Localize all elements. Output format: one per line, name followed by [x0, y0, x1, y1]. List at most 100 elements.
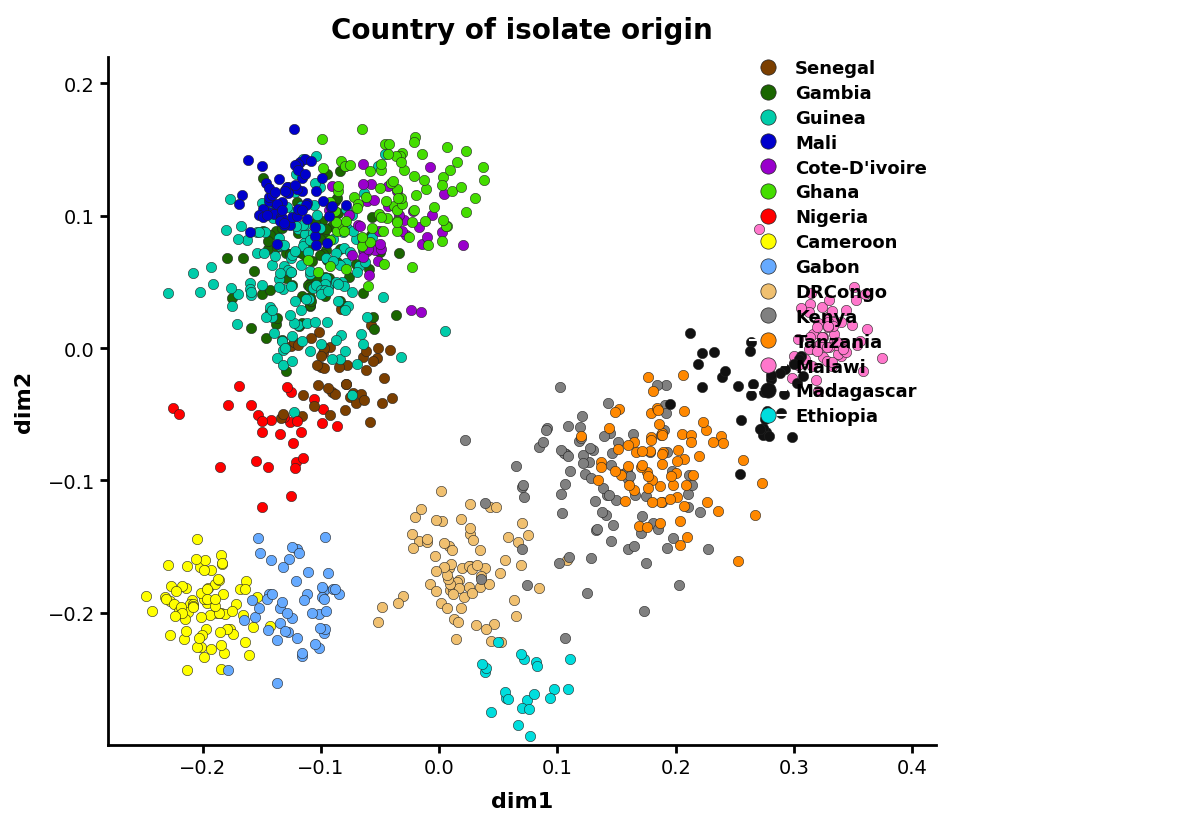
Point [205, 593, 224, 606]
Point [625, 540, 644, 553]
Point [372, 211, 391, 224]
Point [316, 278, 335, 291]
Point [287, 455, 306, 469]
Point [820, 295, 839, 308]
Point [299, 246, 318, 259]
Point [858, 323, 877, 336]
Point [528, 660, 547, 673]
Point [668, 444, 688, 457]
Point [358, 311, 377, 325]
Point [252, 415, 271, 428]
Point [287, 168, 306, 181]
Point [394, 590, 413, 603]
Point [370, 247, 389, 260]
Point [211, 662, 230, 676]
Point [673, 369, 692, 383]
Point [308, 378, 328, 392]
Point [644, 385, 664, 398]
Point [404, 171, 424, 184]
Point [602, 447, 622, 460]
Point [626, 446, 646, 460]
Point [348, 266, 367, 279]
Point [360, 166, 379, 179]
Point [362, 231, 382, 244]
Point [670, 579, 689, 592]
Point [272, 213, 292, 226]
Point [300, 242, 319, 255]
Point [268, 199, 287, 212]
Point [648, 523, 667, 537]
Point [438, 602, 457, 615]
Point [444, 613, 463, 626]
Point [641, 431, 660, 444]
Point [491, 636, 510, 649]
Point [276, 342, 295, 355]
Point [142, 605, 161, 619]
Point [480, 578, 499, 591]
Point [787, 377, 806, 390]
Point [847, 339, 866, 352]
Point [302, 607, 322, 620]
Point [305, 218, 324, 231]
Point [571, 421, 590, 434]
Point [440, 577, 460, 590]
Point [336, 300, 355, 313]
Point [287, 632, 306, 645]
Point [574, 456, 593, 469]
Point [317, 252, 336, 265]
Point [194, 651, 214, 664]
Point [320, 196, 340, 209]
Point [283, 355, 302, 368]
Point [259, 195, 278, 209]
Point [298, 197, 317, 210]
Point [365, 244, 384, 258]
Point [292, 426, 311, 439]
Point [176, 624, 196, 638]
Point [774, 388, 793, 401]
Point [365, 323, 384, 336]
Point [314, 342, 334, 355]
Point [320, 340, 340, 354]
Point [347, 233, 366, 246]
Point [342, 209, 361, 222]
Point [326, 216, 346, 229]
Point [386, 309, 406, 322]
Point [193, 628, 212, 642]
Point [232, 190, 251, 203]
Point [294, 389, 313, 402]
Point [310, 325, 329, 339]
Point [232, 220, 251, 233]
Point [353, 351, 372, 364]
Point [338, 301, 358, 314]
Point [474, 161, 493, 174]
Point [388, 183, 407, 196]
Point [274, 359, 293, 372]
Point [744, 378, 763, 391]
Point [812, 332, 832, 345]
Point [708, 504, 727, 518]
Point [276, 185, 295, 199]
Point [814, 330, 833, 344]
Point [745, 509, 764, 522]
Point [307, 272, 326, 286]
Point [353, 240, 372, 253]
Point [312, 288, 331, 301]
Point [211, 461, 230, 474]
Point [433, 214, 452, 228]
Point [820, 341, 839, 354]
Point [413, 148, 432, 161]
Point [293, 316, 312, 330]
Point [229, 198, 248, 211]
Point [316, 231, 335, 244]
Point [292, 649, 311, 662]
Point [520, 703, 539, 716]
Point [818, 320, 838, 333]
Point [240, 277, 259, 291]
Point [337, 257, 356, 270]
Point [466, 192, 485, 205]
Point [529, 581, 548, 595]
Point [697, 423, 716, 436]
Point [170, 601, 190, 614]
Point [253, 225, 272, 238]
Point [340, 246, 359, 259]
